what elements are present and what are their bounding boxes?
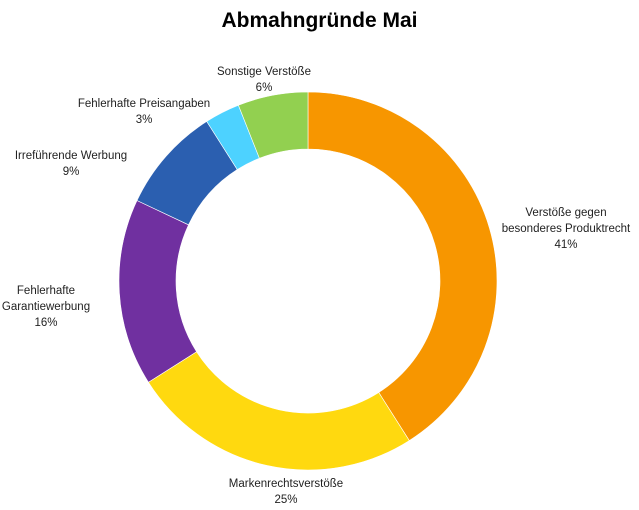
data-label-percent: 6%	[255, 82, 273, 94]
donut-slice-5	[238, 91, 309, 159]
data-label-percent: 16%	[34, 317, 58, 329]
data-label-text: Verstöße gegen	[525, 207, 607, 219]
data-label-percent: 41%	[554, 239, 578, 251]
data-label-5: Sonstige Verstöße 6%	[217, 64, 311, 96]
data-label-percent: 9%	[62, 166, 80, 178]
data-label-text: Garantiewerbung	[1, 301, 91, 313]
donut-slice-0	[307, 91, 498, 441]
data-label-text: Irreführende Werbung	[14, 150, 128, 162]
data-label-text: Sonstige Verstöße	[217, 66, 311, 78]
data-label-4: Fehlerhafte Preisangaben 3%	[78, 96, 210, 128]
data-label-2: Fehlerhafte Garantiewerbung 16%	[2, 283, 90, 331]
data-label-percent: 25%	[274, 494, 298, 506]
data-label-text: Markenrechtsverstöße	[228, 478, 344, 490]
donut-slice-2	[118, 200, 197, 383]
data-label-text: Fehlerhafte	[16, 285, 76, 297]
data-label-3: Irreführende Werbung 9%	[15, 148, 127, 180]
chart-title: Abmahngründe Mai	[221, 9, 418, 32]
data-label-percent: 3%	[135, 114, 153, 126]
donut-slice-1	[148, 351, 410, 471]
data-label-text: besonderes Produktrecht	[501, 223, 631, 235]
data-label-0: Verstöße gegen besonderes Produktrecht 41%	[502, 205, 631, 253]
data-label-1: Markenrechtsverstöße 25%	[229, 476, 343, 508]
data-label-text: Fehlerhafte Preisangaben	[77, 98, 211, 110]
